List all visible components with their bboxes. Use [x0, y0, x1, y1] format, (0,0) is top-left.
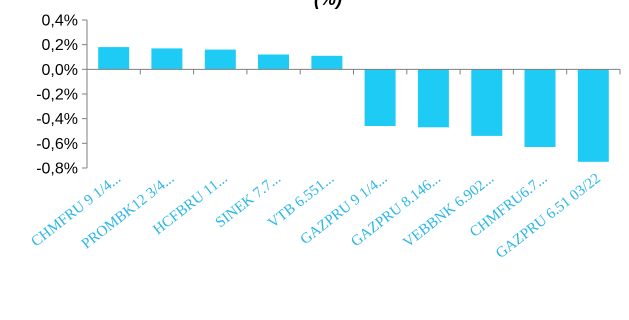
chart-title: (%): [314, 0, 342, 9]
x-tick-label-1: CHMFRU 9 1/4...: [29, 171, 125, 251]
y-tick-label-7: -0,8%: [36, 161, 78, 178]
x-tick-label-7: GAZPRU 8.146...: [348, 171, 444, 251]
bar-6: [364, 69, 396, 126]
y-tick-label-1: 0,4%: [42, 13, 78, 30]
y-tick-label-2: 0,2%: [42, 37, 78, 54]
bar-4: [258, 54, 289, 70]
y-tick-labels: 0,4% 0,2% 0,0% -0,2% -0,4% -0,6% -0,8%: [36, 13, 78, 178]
bars-group: [98, 47, 609, 162]
y-tick-label-6: -0,6%: [36, 136, 78, 153]
axes-group: [82, 19, 621, 169]
x-tick-labels: CHMFRU 9 1/4...PROMBK12 3/4...HCFBRU 11.…: [29, 171, 604, 262]
y-tick-label-4: -0,2%: [36, 87, 78, 104]
y-tick-label-5: -0,4%: [36, 111, 78, 128]
bar-9: [524, 69, 556, 147]
bar-7: [417, 69, 449, 128]
y-tick-label-3: 0,0%: [42, 62, 78, 79]
x-tick-label-8: VEBBNK 6.902...: [400, 171, 497, 252]
bar-10: [577, 69, 609, 162]
bar-1: [98, 47, 130, 70]
bar-3: [204, 49, 236, 70]
x-tick-label-2: PROMBK12 3/4...: [79, 171, 178, 253]
bar-8: [471, 69, 503, 136]
bar-2: [151, 48, 183, 70]
bar-5: [311, 55, 343, 70]
